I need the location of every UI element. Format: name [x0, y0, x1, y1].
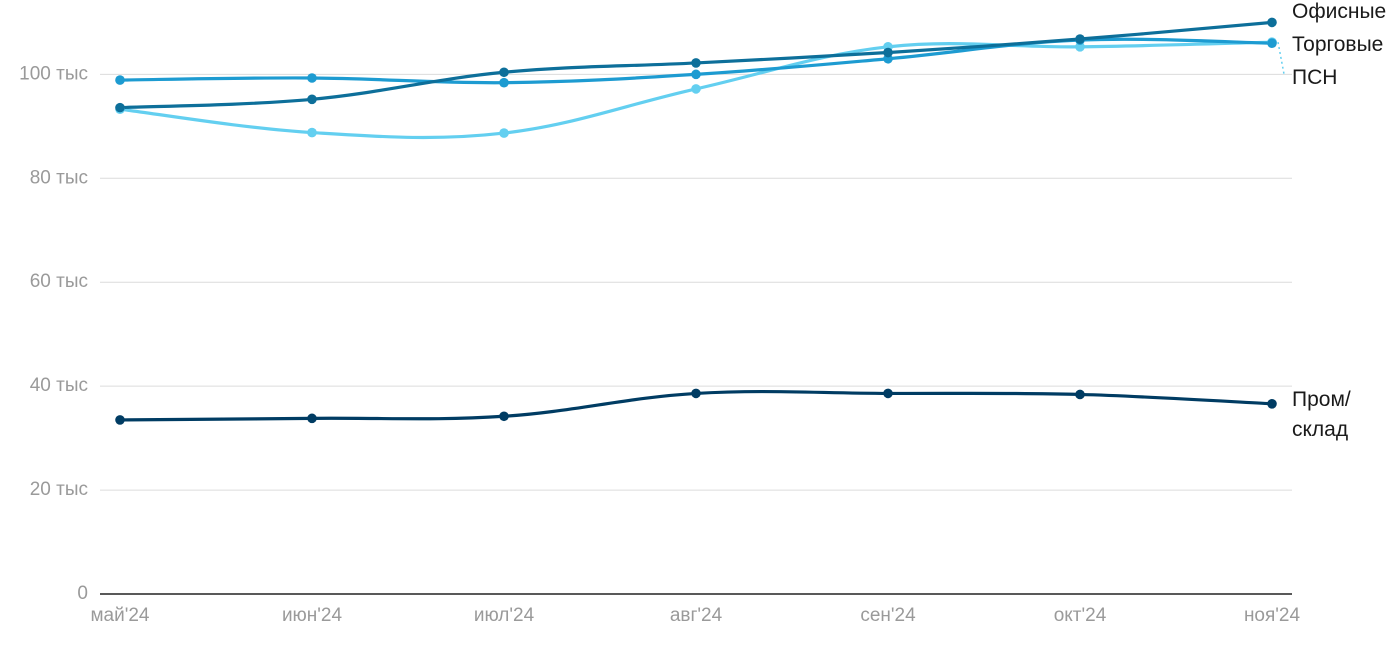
y-tick-label: 80 тыс	[30, 167, 88, 188]
y-tick-label: 20 тыс	[30, 479, 88, 500]
data-point-псн	[499, 128, 509, 138]
y-axis-tick-labels: 0 20 тыс 40 тыс 60 тыс 80 тыс 100 тыс	[19, 63, 88, 604]
data-point-пром-склад	[499, 411, 509, 422]
data-point-офисные	[115, 102, 125, 113]
data-point-торговые	[307, 73, 317, 83]
x-axis-tick-labels: май'24 июн'24 июл'24 авг'24 сен'24 окт'24 ноя'…	[90, 605, 1300, 626]
x-tick-label: авг'24	[670, 605, 723, 626]
x-tick-label: окт'24	[1054, 605, 1107, 626]
series-points	[115, 17, 1277, 425]
series-lines	[118, 20, 1274, 422]
x-tick-label: сен'24	[860, 605, 916, 626]
data-point-пром-склад	[115, 415, 125, 425]
series-label-офисные: Офисные	[1292, 0, 1386, 23]
data-point-торговые	[1267, 38, 1277, 48]
data-point-офисные	[1075, 34, 1085, 44]
y-tick-label: 100 тыс	[19, 63, 88, 84]
x-tick-label: ноя'24	[1244, 605, 1301, 626]
series-label-псн: ПСН	[1292, 66, 1337, 89]
x-tick-label: май'24	[90, 605, 149, 626]
y-tick-label: 0	[77, 583, 88, 604]
data-point-псн	[691, 84, 701, 94]
x-tick-label: июл'24	[474, 605, 535, 626]
data-point-пром-склад	[691, 388, 701, 399]
data-point-офисные	[691, 58, 701, 68]
data-point-пром-склад	[1075, 389, 1085, 400]
data-point-псн	[1075, 42, 1085, 52]
series-labels: Офисные Торговые ПСН Пром/склад	[1277, 0, 1386, 441]
data-point-пром-склад	[307, 413, 317, 424]
data-point-торговые	[499, 77, 509, 88]
gridlines	[100, 73, 1292, 491]
data-point-пром-склад	[883, 388, 893, 399]
data-point-псн	[307, 127, 317, 138]
series-label-пром-склад: Пром/склад	[1292, 388, 1351, 441]
x-tick-label: июн'24	[282, 605, 343, 626]
y-tick-label: 40 тыс	[30, 375, 88, 396]
data-point-торговые	[691, 69, 701, 80]
data-point-офисные	[1267, 17, 1277, 28]
y-tick-label: 60 тыс	[30, 271, 88, 292]
series-label-торговые: Торговые	[1292, 33, 1383, 56]
data-point-офисные	[499, 67, 509, 78]
data-point-торговые	[115, 75, 125, 85]
data-point-пром-склад	[1267, 399, 1277, 409]
data-point-офисные	[307, 94, 317, 105]
label-leader-псн	[1277, 42, 1285, 75]
data-point-офисные	[883, 47, 893, 58]
